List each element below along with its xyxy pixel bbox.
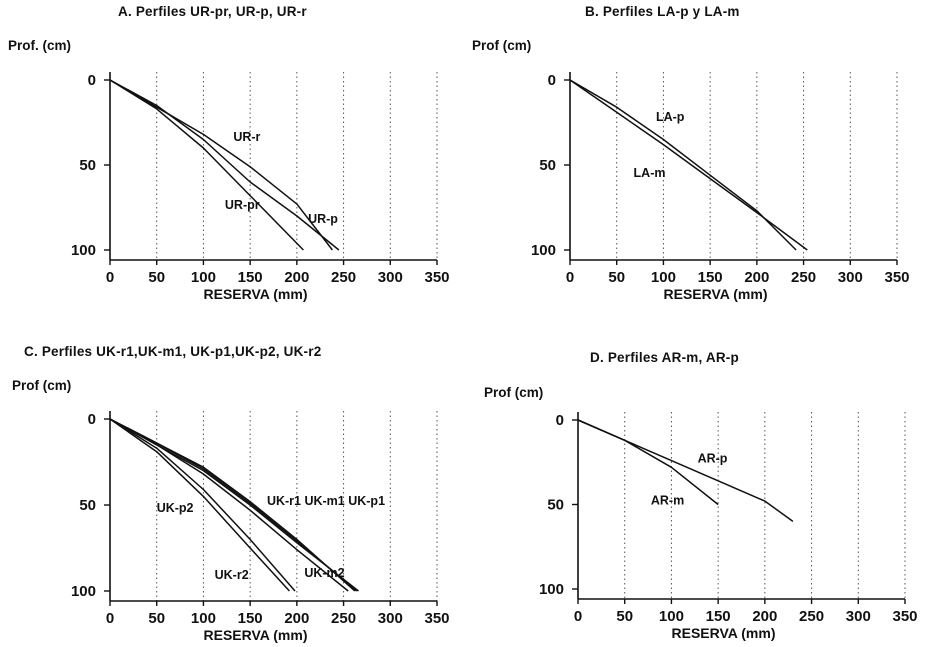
x-tick-label: 300 xyxy=(378,610,403,627)
x-tick-label: 300 xyxy=(838,269,863,286)
y-axis-label: Prof (cm) xyxy=(484,385,544,400)
series-line-ar-p xyxy=(577,419,794,523)
x-tick-label: 50 xyxy=(148,610,165,627)
y-tick-label: 100 xyxy=(539,581,564,598)
series-line-ur-pr xyxy=(109,79,304,251)
y-tick-label: 50 xyxy=(539,157,556,174)
y-axis-label: Prof. (cm) xyxy=(8,38,72,53)
x-tick-label: 50 xyxy=(608,269,625,286)
y-tick-label: 50 xyxy=(79,497,96,514)
x-tick-label: 100 xyxy=(651,269,676,286)
x-tick-label: 50 xyxy=(616,608,633,625)
x-tick-label: 250 xyxy=(791,269,816,286)
series-annotation: UK-r1 UK-m1 UK-p1 xyxy=(267,494,385,508)
x-axis-label: RESERVA (mm) xyxy=(672,625,776,641)
series-line-ur-r xyxy=(109,79,333,251)
x-tick-label: 200 xyxy=(744,269,769,286)
series-line-uk-m2 xyxy=(109,418,349,592)
x-tick-label: 100 xyxy=(191,610,216,627)
series-line-ur-p xyxy=(109,79,340,251)
series-label-ar-p: AR-p xyxy=(698,451,728,465)
y-tick-label: 100 xyxy=(71,242,96,259)
x-tick-label: 0 xyxy=(574,608,582,625)
x-tick-label: 100 xyxy=(191,269,216,286)
series-label-uk-p2: UK-p2 xyxy=(157,501,194,515)
series-label-ur-p: UR-p xyxy=(308,212,338,226)
series-label-uk-m2: UK-m2 xyxy=(304,566,344,580)
chart-title: B. Perfiles LA-p y LA-m xyxy=(585,4,740,19)
series-line-uk-m1 xyxy=(109,418,358,592)
chart-title: D. Perfiles AR-m, AR-p xyxy=(590,350,739,365)
x-tick-label: 350 xyxy=(892,608,917,625)
x-tick-label: 200 xyxy=(284,269,309,286)
y-axis-label: Prof (cm) xyxy=(472,38,532,53)
series-label-uk-r2: UK-r2 xyxy=(215,568,249,582)
x-tick-label: 250 xyxy=(799,608,824,625)
x-tick-label: 150 xyxy=(238,269,263,286)
x-tick-label: 0 xyxy=(566,269,574,286)
x-tick-label: 0 xyxy=(106,610,114,627)
y-tick-label: 0 xyxy=(88,72,96,89)
series-line-la-p xyxy=(569,79,797,251)
x-tick-label: 250 xyxy=(331,269,356,286)
series-label-ur-r: UR-r xyxy=(233,130,260,144)
series-label-ur-pr: UR-pr xyxy=(225,198,260,212)
y-tick-label: 100 xyxy=(71,583,96,600)
series-line-uk-r2 xyxy=(109,418,296,592)
x-axis-label: RESERVA (mm) xyxy=(664,286,768,302)
x-tick-label: 350 xyxy=(424,269,449,286)
x-tick-label: 100 xyxy=(659,608,684,625)
y-tick-label: 0 xyxy=(88,411,96,428)
y-tick-label: 0 xyxy=(556,412,564,429)
chart-title: C. Perfiles UK-r1,UK-m1, UK-p1,UK-p2, UK… xyxy=(24,344,322,359)
x-tick-label: 300 xyxy=(378,269,403,286)
x-axis-label: RESERVA (mm) xyxy=(204,627,308,643)
x-tick-label: 350 xyxy=(424,610,449,627)
x-tick-label: 200 xyxy=(284,610,309,627)
y-tick-label: 100 xyxy=(531,242,556,259)
x-axis-label: RESERVA (mm) xyxy=(204,286,308,302)
x-tick-label: 150 xyxy=(238,610,263,627)
y-axis-label: Prof (cm) xyxy=(12,378,72,393)
y-tick-label: 0 xyxy=(548,72,556,89)
series-line-uk-p2 xyxy=(109,418,290,592)
x-tick-label: 200 xyxy=(752,608,777,625)
x-tick-label: 150 xyxy=(698,269,723,286)
series-label-ar-m: AR-m xyxy=(651,494,684,508)
x-tick-label: 150 xyxy=(706,608,731,625)
x-tick-label: 300 xyxy=(846,608,871,625)
y-tick-label: 50 xyxy=(547,497,564,514)
series-line-la-m xyxy=(569,79,808,251)
x-tick-label: 0 xyxy=(106,269,114,286)
y-tick-label: 50 xyxy=(79,157,96,174)
x-tick-label: 50 xyxy=(148,269,165,286)
series-label-la-m: LA-m xyxy=(634,166,666,180)
series-line-ar-m xyxy=(577,419,719,506)
series-label-la-p: LA-p xyxy=(656,110,685,124)
chart-title: A. Perfiles UR-pr, UR-p, UR-r xyxy=(118,4,307,19)
x-tick-label: 250 xyxy=(331,610,356,627)
x-tick-label: 350 xyxy=(884,269,909,286)
